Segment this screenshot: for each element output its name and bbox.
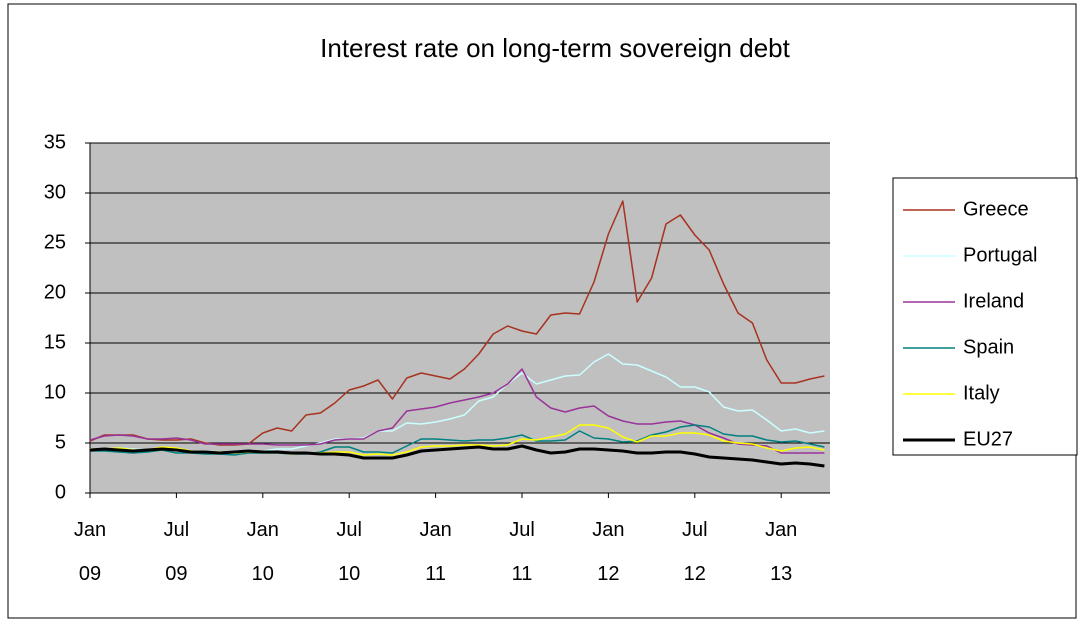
x-tick-label: Jul 11 <box>509 519 535 585</box>
series-line <box>89 444 825 468</box>
x-tick-label: Jan 12 <box>592 519 625 585</box>
y-tick-label: 10 <box>44 381 66 403</box>
chart-title: Interest rate on long-term sovereign deb… <box>320 33 790 63</box>
legend-label: Spain <box>963 336 1014 358</box>
y-tick-label: 15 <box>44 331 66 353</box>
legend-label: EU27 <box>963 428 1013 450</box>
legend <box>892 177 1078 456</box>
x-tick-label: Jan 11 <box>419 519 452 585</box>
legend-label: Portugal <box>963 244 1038 266</box>
x-tick-label: Jul 12 <box>682 519 708 585</box>
y-tick-label: 25 <box>44 231 66 253</box>
legend-label: Greece <box>963 198 1029 220</box>
y-tick-label: 20 <box>44 281 66 303</box>
y-tick-label: 5 <box>55 431 66 453</box>
y-tick-label: 35 <box>44 131 66 153</box>
y-tick-label: 30 <box>44 181 66 203</box>
x-tick-label: Jan 10 <box>246 519 279 585</box>
x-tick-label: Jul 09 <box>163 519 190 585</box>
legend-label: Ireland <box>963 290 1024 312</box>
x-tick-label: Jan 09 <box>73 519 107 585</box>
x-tick-label: Jan 13 <box>765 519 798 585</box>
y-tick-label: 0 <box>55 481 66 503</box>
series-line <box>89 368 825 454</box>
x-tick-label: Jul 10 <box>336 519 362 585</box>
legend-label: Italy <box>963 382 1000 404</box>
